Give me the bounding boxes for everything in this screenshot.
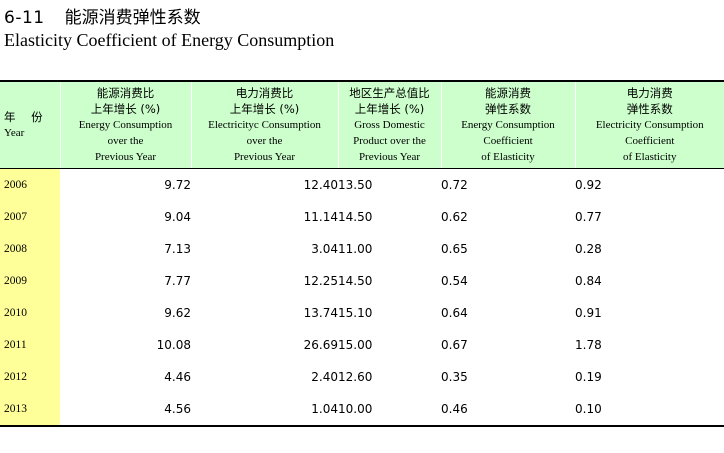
cell-gdp-growth: 15.10 — [338, 306, 373, 320]
table-row: 2013 4.56 1.04 10.00 0.46 0.10 — [0, 393, 724, 427]
cell-gdp-growth: 11.00 — [338, 242, 373, 256]
header-energy-growth: 能源消费比 上年增长 (%) Energy Consumption over t… — [59, 80, 191, 169]
cell-electricity-growth: 1.04 — [191, 393, 338, 427]
cell-electricity-elasticity: 0.10 — [575, 393, 724, 427]
header-cn-line: 能源消费比 — [96, 86, 155, 100]
cell-energy-elasticity: 0.64 — [441, 306, 468, 320]
table-title-cn-text: 能源消费弹性系数 — [64, 8, 201, 28]
header-cn-line: 弹性系数 — [485, 102, 531, 116]
cell-year: 2007 — [0, 201, 60, 233]
cell-energy-growth: 4.56 — [60, 393, 191, 427]
header-en-line: of Elasticity — [623, 151, 677, 163]
cell-year: 2009 — [0, 265, 60, 297]
cell-gdp-growth: 14.50 — [338, 210, 373, 224]
cell-electricity-elasticity: 0.84 — [575, 274, 602, 288]
cell-year: 2006 — [0, 168, 60, 201]
cell-year: 2010 — [0, 297, 60, 329]
cell-gdp-growth: 12.60 — [338, 370, 373, 384]
cell-year: 2013 — [0, 393, 60, 427]
cell-energy-elasticity: 0.72 — [441, 178, 468, 192]
cell-electricity-growth: 11.14 — [303, 210, 338, 224]
header-en-line: Gross Domestic — [354, 119, 425, 131]
table-row: 2008 7.13 3.04 11.00 0.65 0.28 — [0, 233, 724, 265]
header-en-line: Energy Consumption — [461, 119, 555, 131]
table-title-en: Elasticity Coefficient of Energy Consump… — [4, 30, 335, 50]
header-cn-line: 电力消费比 — [235, 86, 294, 100]
cell-year: 2012 — [0, 361, 60, 393]
header-cn-line: 地区生产总值比 — [349, 86, 430, 100]
cell-gdp-growth: 10.00 — [338, 393, 441, 427]
cell-energy-growth: 9.04 — [164, 210, 191, 224]
elasticity-table: 年 份 Year 能源消费比 上年增长 (%) Energy Consumpti… — [0, 80, 724, 427]
header-energy-elasticity: 能源消费 弹性系数 Energy Consumption Coefficient… — [440, 80, 575, 169]
cell-electricity-elasticity: 0.19 — [575, 370, 602, 384]
cell-energy-elasticity: 0.46 — [441, 393, 575, 427]
header-gdp-growth: 地区生产总值比 上年增长 (%) Gross Domestic Product … — [337, 80, 441, 169]
header-year-en: Year — [4, 127, 25, 139]
header-en-line: Previous Year — [358, 151, 421, 163]
cell-energy-growth: 4.46 — [164, 370, 191, 384]
table-header: 年 份 Year 能源消费比 上年增长 (%) Energy Consumpti… — [0, 80, 724, 169]
header-cn-line: 能源消费 — [485, 86, 531, 100]
cell-electricity-elasticity: 1.78 — [575, 338, 602, 352]
cell-energy-elasticity: 0.67 — [441, 338, 468, 352]
cell-gdp-growth: 13.50 — [338, 178, 373, 192]
header-en-line: Electricityc Consumption — [208, 119, 321, 131]
cell-electricity-growth: 3.04 — [311, 242, 338, 256]
cell-energy-growth: 7.13 — [164, 242, 191, 256]
header-cn-line: 上年增长 (%) — [90, 102, 161, 116]
cell-electricity-growth: 13.74 — [303, 306, 338, 320]
header-en-line: Electricity Consumption — [595, 119, 704, 131]
cell-electricity-growth: 12.40 — [303, 178, 338, 192]
header-cn-line: 上年增长 (%) — [229, 102, 300, 116]
cell-year: 2008 — [0, 233, 60, 265]
cell-electricity-growth: 12.25 — [303, 274, 338, 288]
cell-gdp-growth: 15.00 — [338, 338, 373, 352]
table-row: 2012 4.46 2.40 12.60 0.35 0.19 — [0, 361, 724, 393]
table-title-cn: 6-11 能源消费弹性系数 — [4, 3, 201, 28]
header-electricity-elasticity: 电力消费 弹性系数 Electricity Consumption Coeffi… — [574, 80, 724, 169]
header-electricity-growth: 电力消费比 上年增长 (%) Electricityc Consumption … — [190, 80, 338, 169]
table-row: 2009 7.77 12.25 14.50 0.54 0.84 — [0, 265, 724, 297]
cell-electricity-growth: 26.69 — [303, 338, 338, 352]
header-en-line: Product over the — [353, 135, 426, 147]
header-cn-line: 电力消费 — [626, 86, 673, 100]
cell-electricity-elasticity: 0.91 — [575, 306, 602, 320]
cell-energy-growth: 7.77 — [164, 274, 191, 288]
cell-energy-elasticity: 0.35 — [441, 370, 468, 384]
header-en-line: over the — [246, 135, 283, 147]
cell-energy-elasticity: 0.65 — [441, 242, 468, 256]
header-en-line: over the — [107, 135, 144, 147]
header-year-cn: 年 份 — [4, 110, 49, 124]
header-row: 年 份 Year 能源消费比 上年增长 (%) Energy Consumpti… — [0, 80, 724, 169]
header-cn-line: 弹性系数 — [626, 102, 673, 116]
table-row: 2011 10.08 26.69 15.00 0.67 1.78 — [0, 329, 724, 361]
header-en-line: Coefficient — [483, 135, 533, 147]
header-en-line: Previous Year — [94, 151, 157, 163]
table-row: 2010 9.62 13.74 15.10 0.64 0.91 — [0, 297, 724, 329]
table-body: 2006 9.72 12.40 13.50 0.72 0.92 2007 9.0… — [0, 168, 724, 427]
cell-electricity-elasticity: 0.28 — [575, 242, 602, 256]
cell-year: 2011 — [0, 329, 60, 361]
cell-energy-growth: 9.62 — [164, 306, 191, 320]
cell-energy-growth: 9.72 — [164, 178, 191, 192]
cell-electricity-growth: 2.40 — [311, 370, 338, 384]
cell-electricity-elasticity: 0.92 — [575, 178, 602, 192]
cell-energy-elasticity: 0.54 — [441, 274, 468, 288]
header-year: 年 份 Year — [0, 80, 60, 169]
table-row: 2007 9.04 11.14 14.50 0.62 0.77 — [0, 201, 724, 233]
header-cn-line: 上年增长 (%) — [354, 102, 425, 116]
header-en-line: of Elasticity — [481, 151, 535, 163]
cell-electricity-elasticity: 0.77 — [575, 210, 602, 224]
cell-gdp-growth: 14.50 — [338, 274, 373, 288]
header-en-line: Energy Consumption — [78, 119, 173, 131]
table-code: 6-11 — [4, 8, 45, 28]
cell-energy-elasticity: 0.62 — [441, 210, 468, 224]
cell-energy-growth: 10.08 — [156, 338, 191, 352]
header-en-line: Coefficient — [625, 135, 675, 147]
table-row: 2006 9.72 12.40 13.50 0.72 0.92 — [0, 168, 724, 201]
header-en-line: Previous Year — [233, 151, 296, 163]
